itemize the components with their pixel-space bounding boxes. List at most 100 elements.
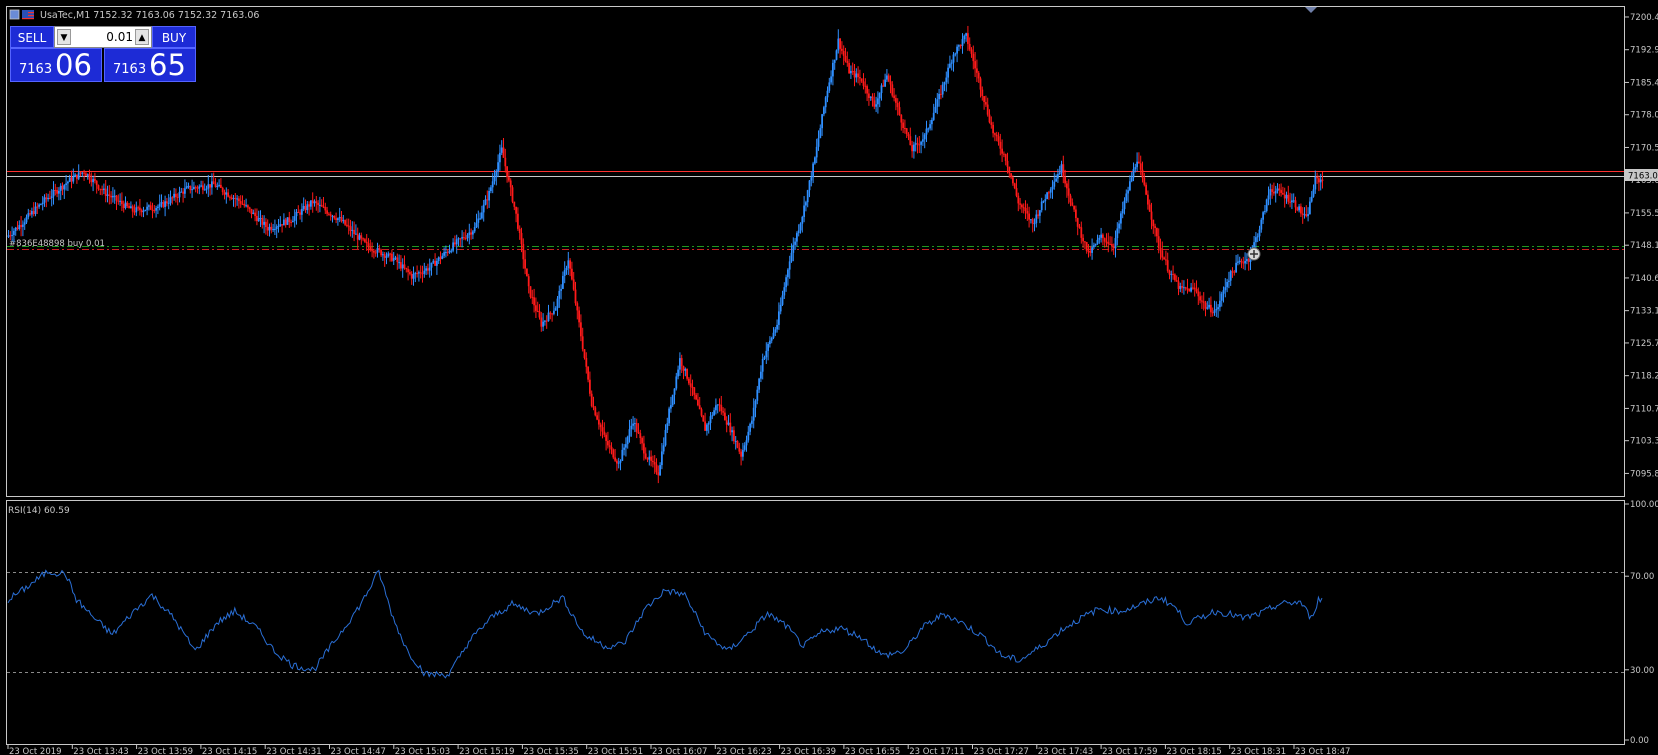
price-tick-label: 7185.4	[1630, 78, 1658, 88]
candle-body	[1096, 239, 1099, 244]
lot-decrease-arrow-icon[interactable]: ▼	[57, 29, 71, 45]
candle-body	[1120, 213, 1122, 224]
candle-body	[709, 416, 712, 424]
candle-body	[227, 192, 229, 197]
buy-button[interactable]: BUY	[152, 26, 196, 48]
candle-body	[479, 218, 481, 220]
candle-body	[612, 449, 615, 458]
candle-body	[583, 349, 586, 358]
candle-body	[527, 276, 530, 287]
time-tick-label: 23 Oct 17:43	[1038, 747, 1093, 755]
candle-body	[290, 222, 292, 224]
candle-body	[668, 408, 670, 424]
candle-body	[945, 77, 948, 83]
rsi-subwindow[interactable]	[6, 500, 1625, 745]
candle-body	[520, 232, 523, 245]
candle-body	[1235, 262, 1237, 273]
candle-body	[259, 217, 262, 219]
candle-body	[473, 227, 476, 232]
candle-body	[666, 423, 669, 430]
candle-body	[497, 162, 499, 172]
candle-body	[45, 197, 48, 200]
buy-price-button[interactable]: 7163 65	[104, 48, 196, 82]
candle-body	[767, 344, 769, 351]
time-axis[interactable]: 23 Oct 2019 23 Oct 13:43 23 Oct 13:59 23 Oc…	[7, 745, 1350, 755]
candle-body	[274, 228, 276, 230]
candle-body	[720, 405, 723, 412]
candle-body	[470, 232, 472, 235]
candle-body	[292, 220, 294, 223]
candle-body	[904, 127, 906, 129]
candle-body	[1163, 257, 1165, 260]
candle-body	[425, 268, 427, 271]
candle-body	[52, 190, 55, 197]
candle-body	[482, 204, 485, 213]
candle-body	[236, 198, 238, 200]
candle-body	[747, 431, 750, 441]
candle-body	[67, 181, 69, 184]
candle-body	[297, 211, 300, 213]
candle-body	[218, 184, 220, 186]
candle-body	[801, 216, 804, 224]
candle-body	[729, 422, 732, 433]
candle-body	[576, 303, 579, 311]
candle-body	[864, 85, 867, 87]
rsi-axis[interactable]: 100.00 70.00 30.00 0.00	[1625, 500, 1658, 746]
candle-body	[265, 221, 267, 228]
main-chart-area[interactable]	[6, 6, 1625, 497]
order-line[interactable]: #836E48898 buy 0.01	[7, 239, 1624, 250]
candle-body	[423, 270, 426, 274]
candle-body	[533, 297, 535, 306]
candle-body	[1008, 166, 1011, 174]
candle-body	[1276, 188, 1279, 191]
lot-increase-arrow-icon[interactable]: ▲	[135, 29, 149, 45]
candle-body	[1319, 179, 1322, 183]
candle-body	[131, 206, 134, 212]
order-marker-icon[interactable]	[1247, 247, 1261, 261]
candle-body	[911, 145, 913, 152]
candle-body	[695, 394, 697, 400]
candle-body	[243, 204, 246, 206]
candle-body	[540, 317, 543, 327]
candle-body	[704, 421, 706, 431]
candle-body	[126, 202, 129, 207]
time-tick-label: 23 Oct 13:43	[73, 747, 128, 755]
candle-body	[983, 96, 985, 103]
candle-body	[713, 410, 715, 416]
candle-body	[1159, 247, 1162, 251]
candle-body	[441, 255, 444, 259]
candle-body	[950, 62, 953, 64]
candle-body	[101, 189, 103, 191]
candle-body	[1001, 148, 1003, 154]
candle-body	[1228, 280, 1230, 282]
candle-body	[981, 89, 984, 97]
candle-body	[439, 257, 442, 259]
price-axis[interactable]: 7200.4 7192.9 7185.4 7178.0 7170.5 7163.0 7155…	[1625, 13, 1658, 479]
candle-body	[986, 104, 989, 115]
candle-body	[76, 174, 78, 179]
chart-title: UsaTec,M1 7152.32 7163.06 7152.32 7163.0…	[9, 9, 259, 21]
candle-body	[1289, 201, 1291, 203]
candle-body	[706, 424, 708, 431]
candle-body	[580, 322, 582, 337]
candle-body	[349, 226, 352, 231]
candle-body	[1026, 211, 1029, 214]
candle-body	[932, 112, 935, 120]
sell-button[interactable]: SELL	[10, 26, 54, 48]
lot-size-control: ▼ ▲	[54, 26, 152, 48]
candle-body	[1118, 223, 1120, 229]
candle-body	[198, 186, 201, 189]
sell-price-button[interactable]: 7163 06	[10, 48, 102, 82]
candle-body	[1291, 200, 1293, 203]
candle-body	[518, 228, 521, 233]
candle-body	[311, 200, 314, 204]
lot-size-input[interactable]	[73, 28, 133, 46]
candle-body	[569, 260, 571, 269]
candle-body	[1256, 236, 1259, 238]
candle-body	[913, 144, 915, 152]
candle-body	[574, 289, 577, 304]
chart-shift-marker[interactable]	[1305, 7, 1317, 13]
candle-body	[675, 376, 678, 389]
candle-body	[855, 73, 858, 78]
